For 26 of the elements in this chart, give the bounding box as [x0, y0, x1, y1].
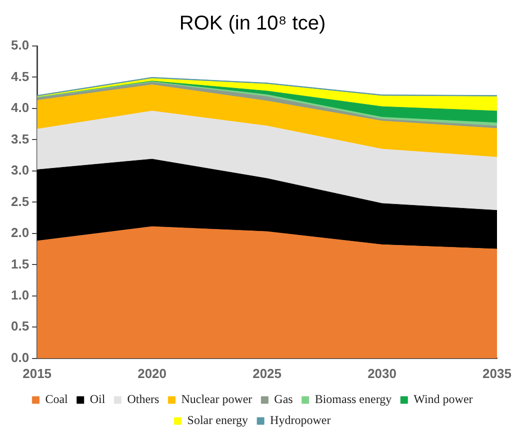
y-tick-label: 4.0	[10, 100, 30, 116]
y-tick-label: 0.0	[10, 350, 30, 365]
legend-label: Wind power	[414, 392, 473, 406]
legend-label: Hydropower	[270, 413, 331, 428]
legend-label: Coal	[45, 392, 69, 406]
x-tick-label: 2020	[138, 366, 167, 381]
y-tick-label: 1.0	[10, 288, 30, 302]
legend-label: Others	[127, 392, 160, 406]
y-tick-label: 1.5	[10, 256, 30, 272]
x-tick-label: 2015	[22, 366, 52, 381]
y-tick-label: 3.0	[10, 162, 30, 178]
chart-title: ROK (in 10⁸ tce)	[179, 12, 326, 35]
y-tick-label: 5.0	[10, 38, 30, 53]
legend-label: Oil	[90, 392, 106, 406]
y-tick-label: 3.5	[10, 131, 30, 146]
y-tick-label: 4.5	[10, 68, 30, 84]
x-tick-label: 2025	[252, 366, 282, 381]
legend-label: Solar energy	[187, 413, 248, 428]
x-tick-label: 2035	[482, 366, 512, 381]
legend-label: Nuclear power	[181, 392, 252, 406]
legend-label: Biomass energy	[314, 392, 392, 406]
y-tick-label: 0.5	[10, 318, 30, 334]
x-tick-label: 2030	[368, 366, 396, 381]
y-tick-label: 2.5	[10, 194, 30, 209]
legend-label: Gas	[274, 392, 294, 406]
y-tick-label: 2.0	[10, 225, 30, 240]
